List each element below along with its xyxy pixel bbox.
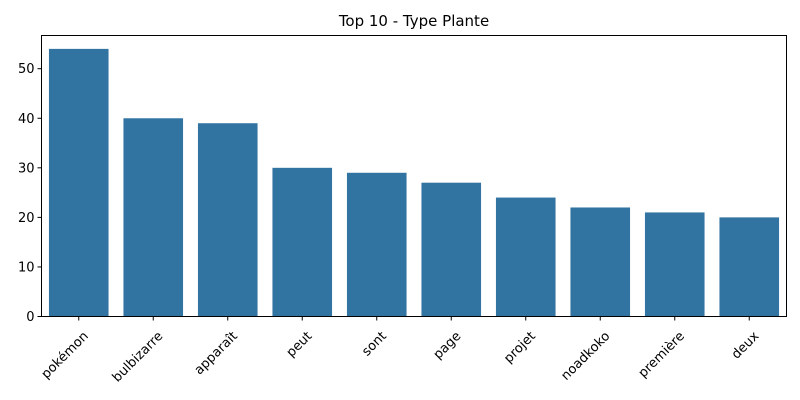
bar-9 <box>719 217 780 317</box>
bar-3 <box>272 167 333 317</box>
y-tick-label-0: 0 <box>26 310 34 325</box>
x-tick-label-1: bulbizarre <box>110 329 167 386</box>
x-tick-label-6: projet <box>501 329 538 366</box>
bar-8 <box>644 212 705 317</box>
chart-title: Top 10 - Type Plante <box>338 12 489 30</box>
bars-group <box>48 48 780 317</box>
bar-0 <box>48 48 109 317</box>
bar-6 <box>495 197 556 317</box>
bar-7 <box>570 207 631 317</box>
y-tick-label-4: 40 <box>18 112 35 127</box>
bar-2 <box>197 123 258 317</box>
x-tick-label-0: pokémon <box>39 329 92 382</box>
y-tick-label-1: 10 <box>18 260 35 275</box>
x-tick-label-4: sont <box>359 329 389 359</box>
bar-4 <box>346 172 407 317</box>
bar-5 <box>421 182 482 317</box>
bar-1 <box>123 118 184 317</box>
x-axis: pokémon bulbizarre apparaît peut sont page pro… <box>39 316 763 386</box>
x-tick-label-5: page <box>431 329 465 363</box>
x-tick-label-8: première <box>636 329 688 381</box>
x-tick-label-2: apparaît <box>192 329 241 378</box>
x-tick-label-3: peut <box>284 329 316 361</box>
plot-frame <box>41 35 787 317</box>
y-tick-label-3: 30 <box>18 161 35 176</box>
x-tick-label-7: noadkoko <box>559 329 614 384</box>
x-tick-label-9: deux <box>729 329 763 363</box>
y-tick-label-2: 20 <box>18 211 35 226</box>
y-tick-label-5: 50 <box>18 62 35 77</box>
y-axis: 0 10 20 30 40 50 <box>18 62 42 325</box>
